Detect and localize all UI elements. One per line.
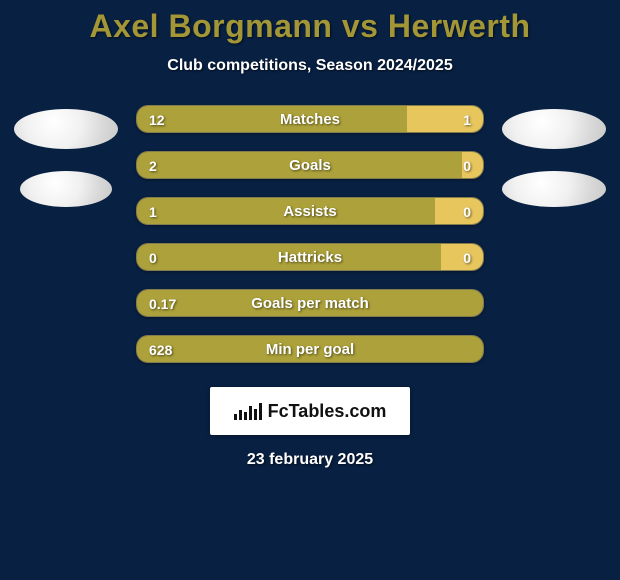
body-area: 121Matches 20Goals 10Assists 00Hattricks 0.1…: [0, 105, 620, 381]
stat-bar-right-seg: [435, 198, 483, 224]
date-label: 23 february 2025: [0, 451, 620, 469]
stat-bar: 628Min per goal: [136, 335, 484, 363]
stat-bar-right-seg: [407, 106, 483, 132]
stat-bars: 121Matches 20Goals 10Assists 00Hattricks 0.1…: [126, 105, 494, 381]
source-logo: FcTables.com: [210, 387, 410, 435]
stat-bar-right-seg: [441, 244, 483, 270]
left-player-photos: [6, 105, 126, 207]
left-player-photo-1: [14, 109, 118, 149]
stat-bar: 20Goals: [136, 151, 484, 179]
stat-bar: 0.17Goals per match: [136, 289, 484, 317]
stat-bar-left-seg: [137, 152, 462, 178]
stat-bar: 10Assists: [136, 197, 484, 225]
stat-bar-left-seg: [137, 336, 483, 362]
stat-bar-left-seg: [137, 106, 407, 132]
comparison-infographic: Axel Borgmann vs Herwerth Club competiti…: [0, 0, 620, 580]
right-player-photo-2: [502, 171, 606, 207]
stat-bar-left-seg: [137, 290, 483, 316]
stat-bar-right-seg: [462, 152, 483, 178]
page-title: Axel Borgmann vs Herwerth: [0, 0, 620, 45]
logo-text: FcTables.com: [268, 401, 387, 422]
subtitle: Club competitions, Season 2024/2025: [0, 57, 620, 75]
logo-bars-icon: [234, 402, 262, 420]
stat-bar: 121Matches: [136, 105, 484, 133]
right-player-photos: [494, 105, 614, 207]
stat-bar: 00Hattricks: [136, 243, 484, 271]
left-player-photo-2: [20, 171, 112, 207]
stat-bar-left-seg: [137, 198, 435, 224]
stat-bar-left-seg: [137, 244, 441, 270]
right-player-photo-1: [502, 109, 606, 149]
